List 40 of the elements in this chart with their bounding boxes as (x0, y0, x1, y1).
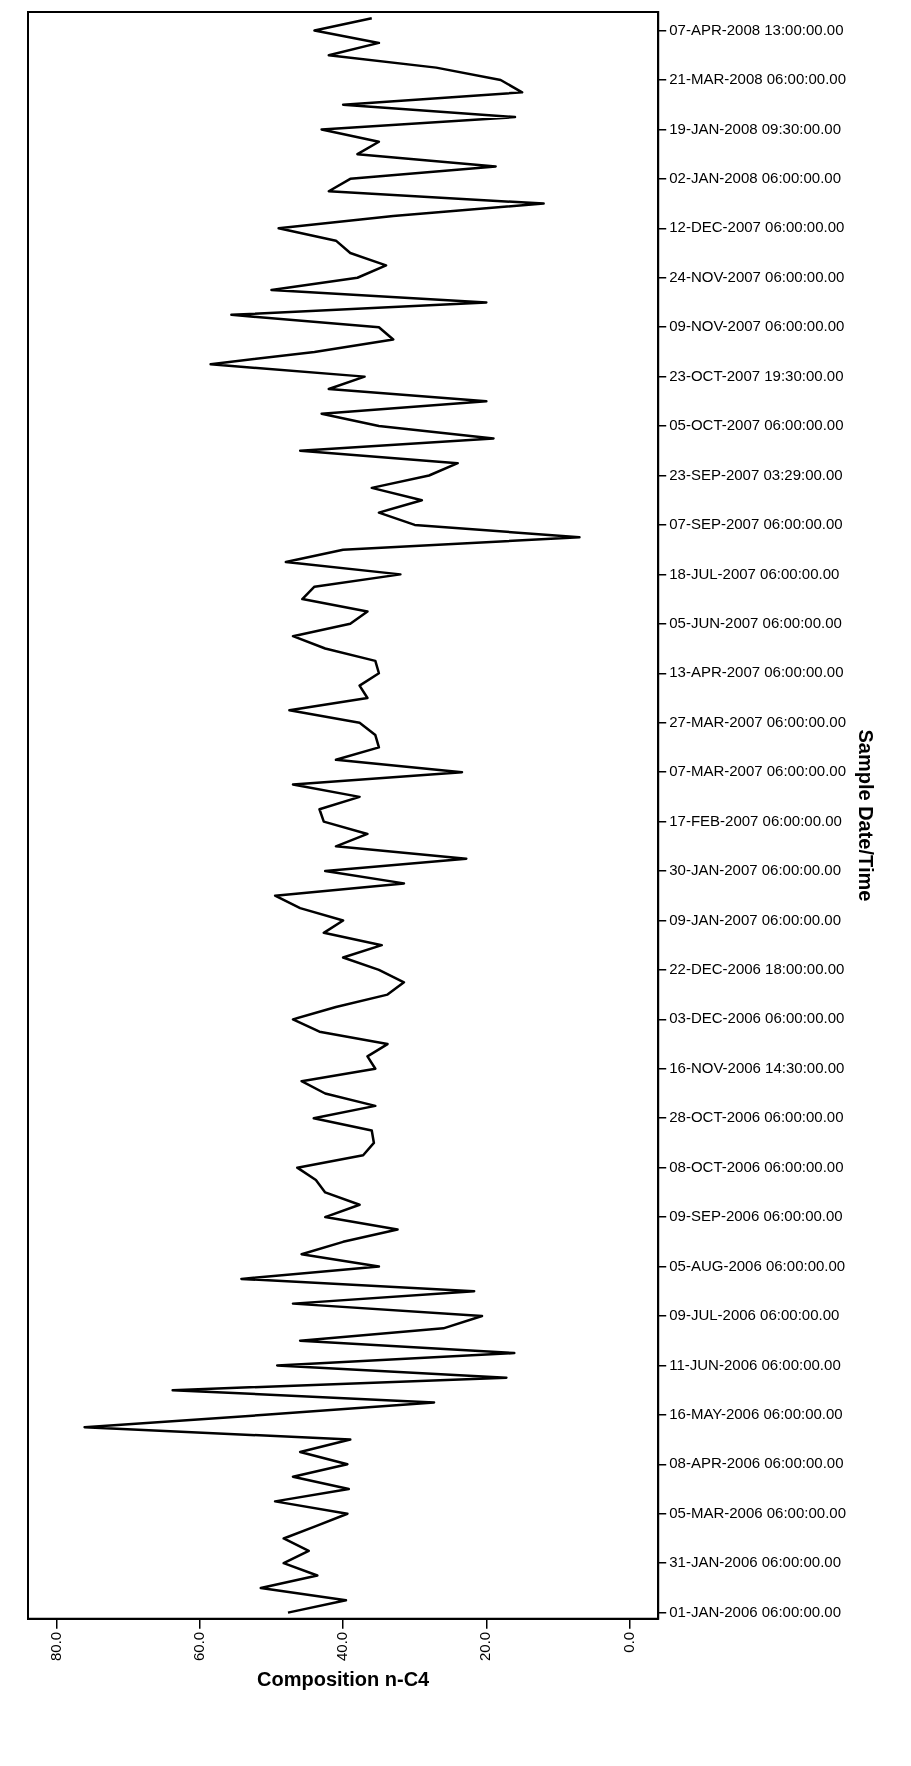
y-tick-label: 05-JUN-2007 06:00:00.00 (669, 613, 842, 631)
y-axis-title: Sample Date/Time (855, 729, 878, 902)
y-tick-label: 07-SEP-2007 06:00:00.00 (669, 515, 843, 533)
y-tick-label: 09-JAN-2007 06:00:00.00 (669, 910, 842, 928)
y-tick-label: 08-OCT-2006 06:00:00.00 (669, 1157, 844, 1175)
y-tick-label: 12-DEC-2007 06:00:00.00 (669, 218, 845, 236)
y-tick-label: 19-JAN-2008 09:30:00.00 (669, 119, 842, 137)
x-tick-label: 0.0 (619, 1631, 637, 1653)
y-tick-label: 09-NOV-2007 06:00:00.00 (669, 317, 845, 335)
y-tick-label: 31-JAN-2006 06:00:00.00 (669, 1553, 842, 1571)
y-tick-label: 16-NOV-2006 14:30:00.00 (669, 1058, 845, 1076)
y-tick-label: 09-JUL-2006 06:00:00.00 (669, 1306, 840, 1324)
y-tick-label: 03-DEC-2006 06:00:00.00 (669, 1009, 845, 1027)
y-tick-label: 07-MAR-2007 06:00:00.00 (669, 762, 847, 780)
y-tick-label: 16-MAY-2006 06:00:00.00 (669, 1405, 843, 1423)
x-tick-label: 40.0 (333, 1631, 351, 1662)
y-tick-label: 13-APR-2007 06:00:00.00 (669, 663, 844, 681)
y-tick-label: 17-FEB-2007 06:00:00.00 (669, 811, 842, 829)
y-tick-label: 23-SEP-2007 03:29:00.00 (669, 465, 843, 483)
y-tick-label: 05-AUG-2006 06:00:00.00 (669, 1256, 846, 1274)
y-tick-label: 05-OCT-2007 06:00:00.00 (669, 416, 844, 434)
y-tick-label: 05-MAR-2006 06:00:00.00 (669, 1503, 847, 1521)
y-tick-label: 22-DEC-2006 18:00:00.00 (669, 960, 845, 978)
y-tick-label: 21-MAR-2008 06:00:00.00 (669, 70, 847, 88)
y-tick-label: 07-APR-2008 13:00:00.00 (669, 20, 844, 38)
y-tick-label: 27-MAR-2007 06:00:00.00 (669, 712, 847, 730)
x-tick-label: 80.0 (46, 1631, 64, 1662)
y-tick-label: 02-JAN-2008 06:00:00.00 (669, 169, 842, 186)
x-tick-label: 60.0 (190, 1631, 208, 1662)
y-tick-label: 09-SEP-2006 06:00:00.00 (669, 1207, 843, 1225)
y-tick-label: 30-JAN-2007 06:00:00.00 (669, 861, 842, 879)
y-tick-label: 23-OCT-2007 19:30:00.00 (669, 366, 844, 384)
y-tick-label: 28-OCT-2006 06:00:00.00 (669, 1108, 844, 1126)
y-tick-label: 24-NOV-2007 06:00:00.00 (669, 267, 845, 285)
y-tick-label: 11-JUN-2006 06:00:00.00 (669, 1355, 841, 1373)
y-tick-label: 08-APR-2006 06:00:00.00 (669, 1454, 844, 1472)
y-tick-label: 01-JAN-2006 06:00:00.00 (669, 1602, 842, 1620)
y-tick-label: 18-JUL-2007 06:00:00.00 (669, 564, 840, 582)
x-axis-title: Composition n-C4 (257, 1667, 431, 1690)
x-tick-label: 20.0 (476, 1631, 494, 1662)
